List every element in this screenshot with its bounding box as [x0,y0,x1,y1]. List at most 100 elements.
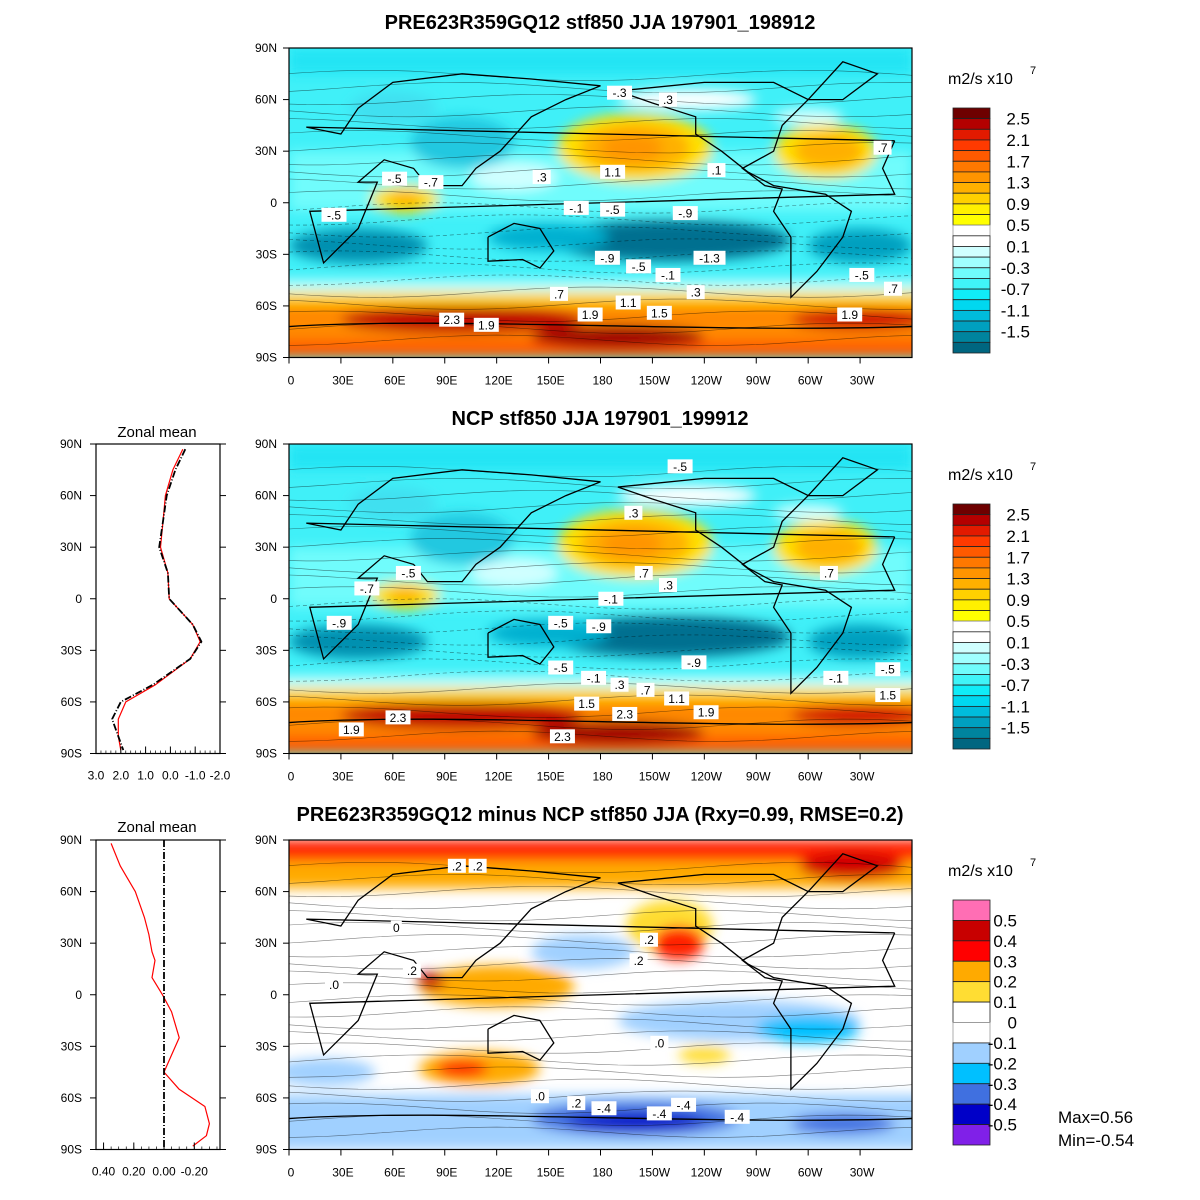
contour-label: -.9 [332,616,346,630]
contour-label-box [819,565,838,580]
contour-label: -.5 [401,566,415,580]
contour-line [289,502,912,514]
contour-label: 1.9 [582,308,599,322]
contour-label-box [875,688,901,703]
colorbar-label: -0.3 [1001,259,1030,278]
map-panel-1: -.5 -.7 -.5 .3 1.1 .1 .7 -.3 .3 -.1 -.5 -.9 -.9 -.5 -.… [289,48,912,357]
x-tick-label: 30E [332,374,353,388]
contour-label-box [671,1097,697,1112]
colorbar-box [952,652,991,665]
colorbar-box [952,737,991,750]
colorbar-label: -1.1 [1001,301,1030,320]
x-tick-label: 150E [537,770,565,784]
y-tick-label: 90N [255,41,277,55]
contour-label: -.1 [829,671,843,685]
contour-label: 1.9 [698,706,715,720]
y-tick-label: 30N [255,936,277,950]
colorbar-box [952,610,991,622]
colorbar-box [952,224,991,237]
contour-label-box [693,705,719,720]
contour-label: -.1 [661,268,675,282]
contour-label: 0 [393,921,400,935]
contour-label: .0 [535,1090,545,1104]
coastline [306,469,896,661]
colorbar-box [952,299,991,311]
contour-label-box [629,953,648,968]
zonal-y-tick-label: 60S [61,695,82,709]
colorbar-box [952,309,991,322]
contour-line [289,694,912,706]
zonal-y-tick-label: 0 [75,592,82,606]
contour-label: .2 [571,1097,581,1111]
zonal-y-tick-label: 60S [61,1091,82,1105]
colorbar-box [952,246,991,258]
zonal-y-tick-label: 90S [61,747,82,761]
zonal-y-tick-label: 90S [61,1143,82,1157]
contour-label-box [418,175,444,190]
contour-label-box [837,307,863,322]
x-tick-label: 30W [850,374,875,388]
contour-label-box [468,858,487,873]
y-tick-label: 90S [256,1143,277,1157]
zonal-y-tick-label: 30N [60,936,82,950]
contour-line [289,82,912,94]
colorbar-box [952,546,991,558]
colorbar-box [952,267,991,279]
colorbar-box [952,278,991,290]
contour-label: .3 [628,506,638,520]
contour-label-box [607,85,633,100]
contour-line [289,706,912,718]
colorbar-box [952,620,991,633]
colorbar-box [952,567,991,579]
contour-line [289,262,912,274]
colorbar-box [952,535,991,548]
x-tick-label: 120E [485,374,513,388]
contour-label-box [658,577,677,592]
colorbar-units: m2/s x10 [948,863,1013,880]
contour-label-box [447,858,466,873]
contour-label-box [338,722,364,737]
zonal-x-tick-label: 0.20 [122,1165,146,1179]
x-tick-label: 30E [332,1166,353,1180]
colorbar-box [952,1083,991,1105]
contour-line [289,1054,912,1066]
contour-line [289,238,912,250]
colorbar-box [952,960,991,983]
colorbar-label: -1.1 [1001,697,1030,716]
coastline [617,81,853,299]
contour-line [289,1090,912,1102]
contour-label: .2 [634,954,644,968]
contour-line [289,226,912,238]
contour-label: -.5 [327,208,341,222]
zonal-x-tick-label: 3.0 [88,769,105,783]
contour-label-box [324,977,343,992]
colorbar-label: 1.7 [1006,152,1030,171]
zonal-y-tick-label: 30S [61,1039,82,1053]
zonal-mean-series-1 [117,448,201,751]
contour-label: -.4 [730,1110,744,1124]
colorbar-label: -0.4 [988,1095,1017,1114]
x-tick-label: 0 [288,374,295,388]
contour-label: -.5 [855,268,869,282]
contour-label-box [600,164,626,179]
y-tick-label: 0 [270,988,277,1002]
contour-label: -.9 [592,620,606,634]
colorbar-box [952,684,991,697]
colorbar-box [952,503,991,516]
zonal-mean-frame [95,443,221,755]
coastline [487,222,555,269]
y-tick-label: 60S [256,299,277,313]
x-tick-label: 60E [384,1166,405,1180]
contour-label: -.4 [597,1102,611,1116]
contour-label-box [724,1109,750,1124]
zonal-mean-plot-2: 90N 60N 30N 0 30S 60S 90S 0.40 0.20 0.00 -0.20 [60,833,226,1179]
contour-line [289,514,912,526]
y-tick-label: 90S [256,351,277,365]
contour-line [289,910,912,922]
colorbar-label: 0.5 [1006,612,1030,631]
colorbar-label: 1.7 [1006,548,1030,567]
x-tick-label: 90E [436,1166,457,1180]
zonal-x-tick-label: -1.0 [185,769,206,783]
contour-label-box [873,140,892,155]
contour-label-box [612,706,638,721]
